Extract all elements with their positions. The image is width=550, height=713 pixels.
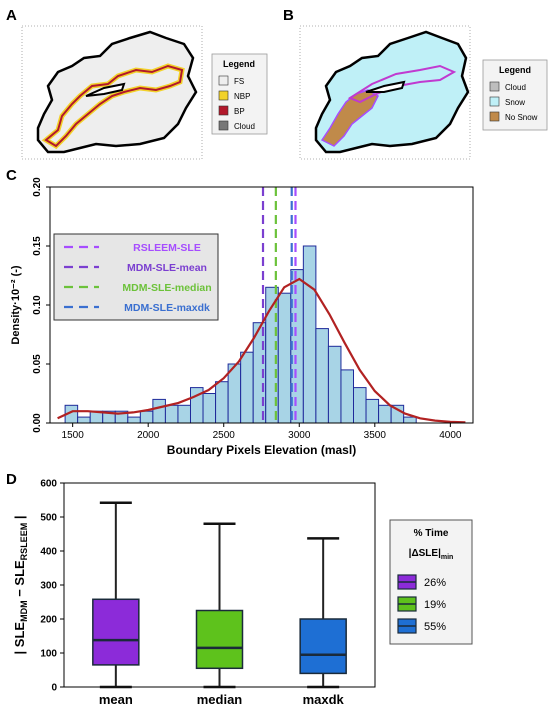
histogram-bar xyxy=(177,404,191,424)
histogram-bar xyxy=(127,416,141,424)
histogram-bar xyxy=(403,416,417,424)
boxplot-chart: 0 100 200 300 400 500 600 mean median maxdk | SLEM… xyxy=(12,479,473,707)
histogram-chart: 0.00 0.05 0.10 0.15 0.20 1500 2000 2500 3000 3500… xyxy=(10,177,474,457)
legend-a-swatch xyxy=(218,75,229,86)
y-tick-label-d: 200 xyxy=(40,615,57,626)
legend-b: Legend Cloud Snow No Snow xyxy=(482,59,548,131)
panel-c-label: C xyxy=(6,167,17,184)
y-tick-label-d: 400 xyxy=(40,547,57,558)
histogram-bar xyxy=(315,328,329,424)
x-tick-label-c: 3500 xyxy=(364,430,387,441)
panel-a-map xyxy=(21,25,203,160)
legend-a-swatch xyxy=(218,90,229,101)
histogram-bar xyxy=(340,369,355,424)
histogram-bar xyxy=(202,393,217,424)
panel-b-map xyxy=(299,25,471,160)
legend-b-swatch xyxy=(489,96,500,107)
panel-a-label: A xyxy=(6,7,17,24)
legend-a-title: Legend xyxy=(223,59,255,69)
legend-a-swatch xyxy=(218,120,229,131)
y-tick-label-d: 300 xyxy=(40,581,57,592)
histogram-bar xyxy=(277,292,292,424)
histogram-bar xyxy=(365,398,380,424)
histogram-bar xyxy=(353,387,367,424)
legend-b-title: Legend xyxy=(499,65,531,75)
legend-a-label: Cloud xyxy=(234,122,255,131)
y-tick-label-d: 0 xyxy=(51,683,57,694)
legend-b-label: Cloud xyxy=(505,83,526,92)
legend-d-label: 19% xyxy=(424,599,446,611)
histogram-bar xyxy=(302,245,317,424)
histogram-bar xyxy=(139,410,154,424)
y-tick-label-c: 0.10 xyxy=(32,295,43,315)
y-tick-label-c: 0.15 xyxy=(32,236,43,256)
legend-c-label: MDM-SLE-median xyxy=(122,282,211,294)
legend-a: Legend FS NBP BP Cloud xyxy=(211,53,268,135)
y-tick-label-c: 0.20 xyxy=(32,177,43,197)
legend-b-label: No Snow xyxy=(505,113,538,122)
box-median xyxy=(195,609,244,670)
density-curve xyxy=(57,277,466,424)
y-axis-label-c: Density·10⁻² (-) xyxy=(10,265,22,344)
histogram-bar xyxy=(215,381,229,424)
x-tick-label-c: 4000 xyxy=(439,430,462,441)
legend-c-label: MDM-SLE-mean xyxy=(127,262,207,274)
legend-d-subtitle: |ΔSLE|min xyxy=(409,548,454,561)
y-axis-label-d: | SLEMDM − SLERSLEEM | xyxy=(12,516,29,655)
legend-b-swatch xyxy=(489,111,500,122)
legend-a-label: NBP xyxy=(234,92,250,101)
histogram-bar xyxy=(152,398,166,424)
legend-c-label: MDM-SLE-maxdk xyxy=(124,302,210,314)
y-tick-label-c: 0.00 xyxy=(32,413,43,433)
y-tick-label-c: 0.05 xyxy=(32,354,43,374)
y-tick-label-d: 100 xyxy=(40,649,57,660)
legend-a-swatch xyxy=(218,105,229,116)
legend-a-label: FS xyxy=(234,77,244,86)
x-tick-label-c: 2000 xyxy=(137,430,160,441)
legend-b-label: Snow xyxy=(505,98,525,107)
y-tick-label-d: 600 xyxy=(40,479,57,490)
legend-c-label: RSLEEM-SLE xyxy=(133,242,201,254)
x-tick-label-c: 1500 xyxy=(62,430,85,441)
panel-d-label: D xyxy=(6,471,17,488)
x-tick-label-d: mean xyxy=(99,692,133,707)
legend-d-label: 26% xyxy=(424,577,446,589)
histogram-bar xyxy=(378,404,392,424)
legend-d-title: % Time xyxy=(414,528,449,539)
box-maxdk xyxy=(299,618,347,675)
x-tick-label-d: maxdk xyxy=(303,692,345,707)
x-axis-label-c: Boundary Pixels Elevation (masl) xyxy=(167,443,356,457)
histogram-bar xyxy=(327,345,342,424)
legend-a-label: BP xyxy=(234,107,245,116)
panel-b-label: B xyxy=(283,7,294,24)
legend-b-swatch xyxy=(489,81,500,92)
y-tick-label-d: 500 xyxy=(40,513,57,524)
x-tick-label-d: median xyxy=(197,692,243,707)
histogram-bar xyxy=(240,351,254,424)
histogram-bar xyxy=(164,404,179,424)
histogram-bar xyxy=(77,416,91,424)
x-tick-label-c: 3000 xyxy=(288,430,311,441)
legend-c xyxy=(53,233,219,321)
box-mean xyxy=(92,598,140,666)
legend-d-label: 55% xyxy=(424,621,446,633)
no-snow-area-b xyxy=(320,89,379,147)
x-tick-label-c: 2500 xyxy=(213,430,236,441)
